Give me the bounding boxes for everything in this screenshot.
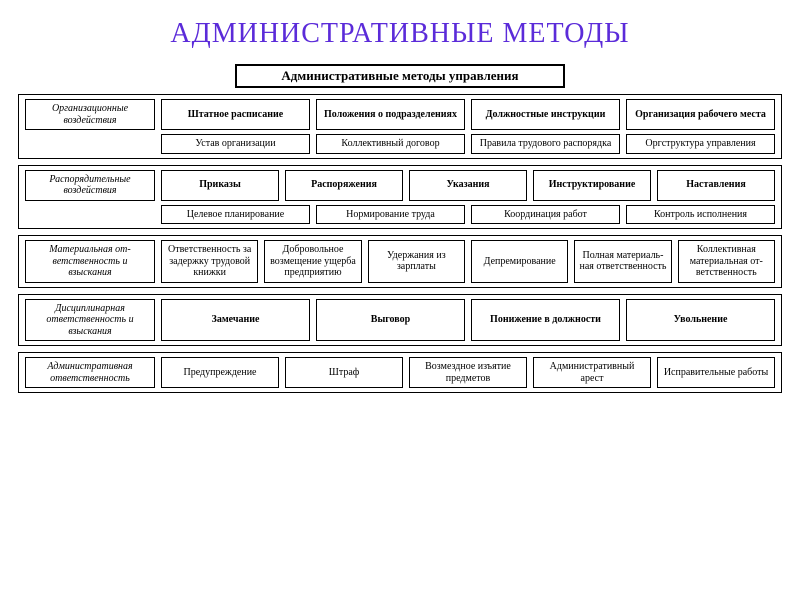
row-spacer	[25, 205, 155, 225]
category-box: Распорядитель­ные воздействия	[25, 170, 155, 201]
section-admin: Администра­тивная ответствен­ность Преду…	[18, 352, 782, 393]
item-box: Организация рабочего места	[626, 99, 775, 130]
row-spacer	[25, 134, 155, 154]
item-box: Коллектив­ная матери­альная от­ветствен­…	[678, 240, 775, 283]
item-box: Нормирова­ние труда	[316, 205, 465, 225]
item-box: Полная материаль­ная ответ­ственность	[574, 240, 671, 283]
item-box: Правила тру­дового распо­рядка	[471, 134, 620, 154]
category-box: Материальная от­ветственность и взыскани…	[25, 240, 155, 283]
item-box: Устав организации	[161, 134, 310, 154]
section-rasp: Распорядитель­ные воздействия Приказы Ра…	[18, 165, 782, 230]
item-box: Увольне­ние	[626, 299, 775, 342]
item-box: Координация работ	[471, 205, 620, 225]
item-box: Приказы	[161, 170, 279, 201]
item-box: Целевое планирование	[161, 205, 310, 225]
item-box: Доброволь­ное возме­щение ущер­ба предпр…	[264, 240, 361, 283]
item-box: Контроль исполнения	[626, 205, 775, 225]
item-box: Штатное расписание	[161, 99, 310, 130]
item-box: Настав­ления	[657, 170, 775, 201]
root-node: Административные методы управления	[235, 64, 565, 88]
item-box: Замечание	[161, 299, 310, 342]
slide-title: АДМИНИСТРАТИВНЫЕ МЕТОДЫ	[0, 0, 800, 60]
item-box: Ответст­венность за задержку трудовой кн…	[161, 240, 258, 283]
diagram-container: Административные методы управления Орган…	[0, 60, 800, 409]
item-box: Удержания из зарплаты	[368, 240, 465, 283]
category-box: Администра­тивная ответствен­ность	[25, 357, 155, 388]
item-box: Штраф	[285, 357, 403, 388]
item-box: Депреми­рование	[471, 240, 568, 283]
item-box: Админист­ративный арест	[533, 357, 651, 388]
item-box: Оргструктура управления	[626, 134, 775, 154]
item-box: Инструктиро­вание	[533, 170, 651, 201]
item-box: Возмездное изъятие предметов	[409, 357, 527, 388]
category-box: Дисциплинарная ответственность и взыскан…	[25, 299, 155, 342]
section-mat: Материальная от­ветственность и взыскани…	[18, 235, 782, 288]
section-org: Организационные воздействия Штатное расп…	[18, 94, 782, 159]
item-box: Предупре­ждение	[161, 357, 279, 388]
item-box: Выговор	[316, 299, 465, 342]
item-box: Положения о подразделениях	[316, 99, 465, 130]
item-box: Должностные инструкции	[471, 99, 620, 130]
item-box: Коллектив­ный договор	[316, 134, 465, 154]
item-box: Исправи­тельные работы	[657, 357, 775, 388]
category-box: Организационные воздействия	[25, 99, 155, 130]
item-box: Понижение в должности	[471, 299, 620, 342]
item-box: Указания	[409, 170, 527, 201]
section-disc: Дисциплинарная ответственность и взыскан…	[18, 294, 782, 347]
item-box: Распоряже­ния	[285, 170, 403, 201]
